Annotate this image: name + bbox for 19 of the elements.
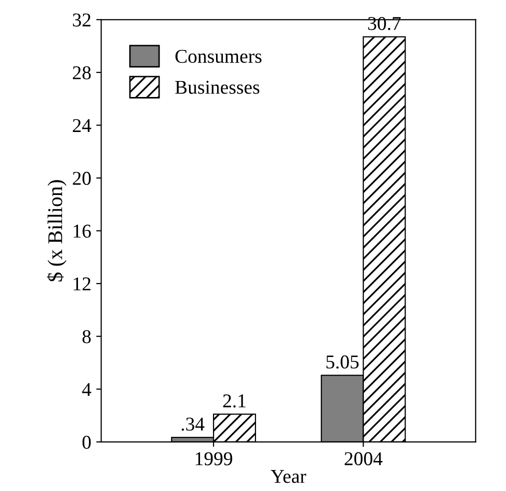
data-label: .34 (182, 418, 204, 431)
data-label: 30.7 (368, 16, 401, 30)
data-label: 5.05 (326, 355, 359, 369)
y-tick-label: 24 (72, 119, 92, 132)
y-tick-label: 8 (82, 330, 91, 344)
legend-label: Businesses (175, 80, 260, 94)
y-tick-label: 20 (72, 172, 91, 185)
y-tick-label: 0 (82, 436, 91, 449)
y-tick-label: 28 (72, 66, 91, 80)
y-tick-label: 4 (82, 383, 92, 396)
y-tick-label: 32 (72, 14, 90, 27)
y-tick-label: 16 (74, 224, 91, 238)
legend-label: Consumers (175, 50, 262, 63)
y-axis-title: $ (x Billion) (46, 180, 66, 282)
x-tick-label: 1999 (196, 452, 232, 466)
x-axis-title: Year (270, 470, 306, 483)
x-tick-label: 2004 (344, 452, 382, 466)
data-label: 2.1 (223, 394, 246, 408)
y-tick-label: 12 (74, 277, 90, 290)
